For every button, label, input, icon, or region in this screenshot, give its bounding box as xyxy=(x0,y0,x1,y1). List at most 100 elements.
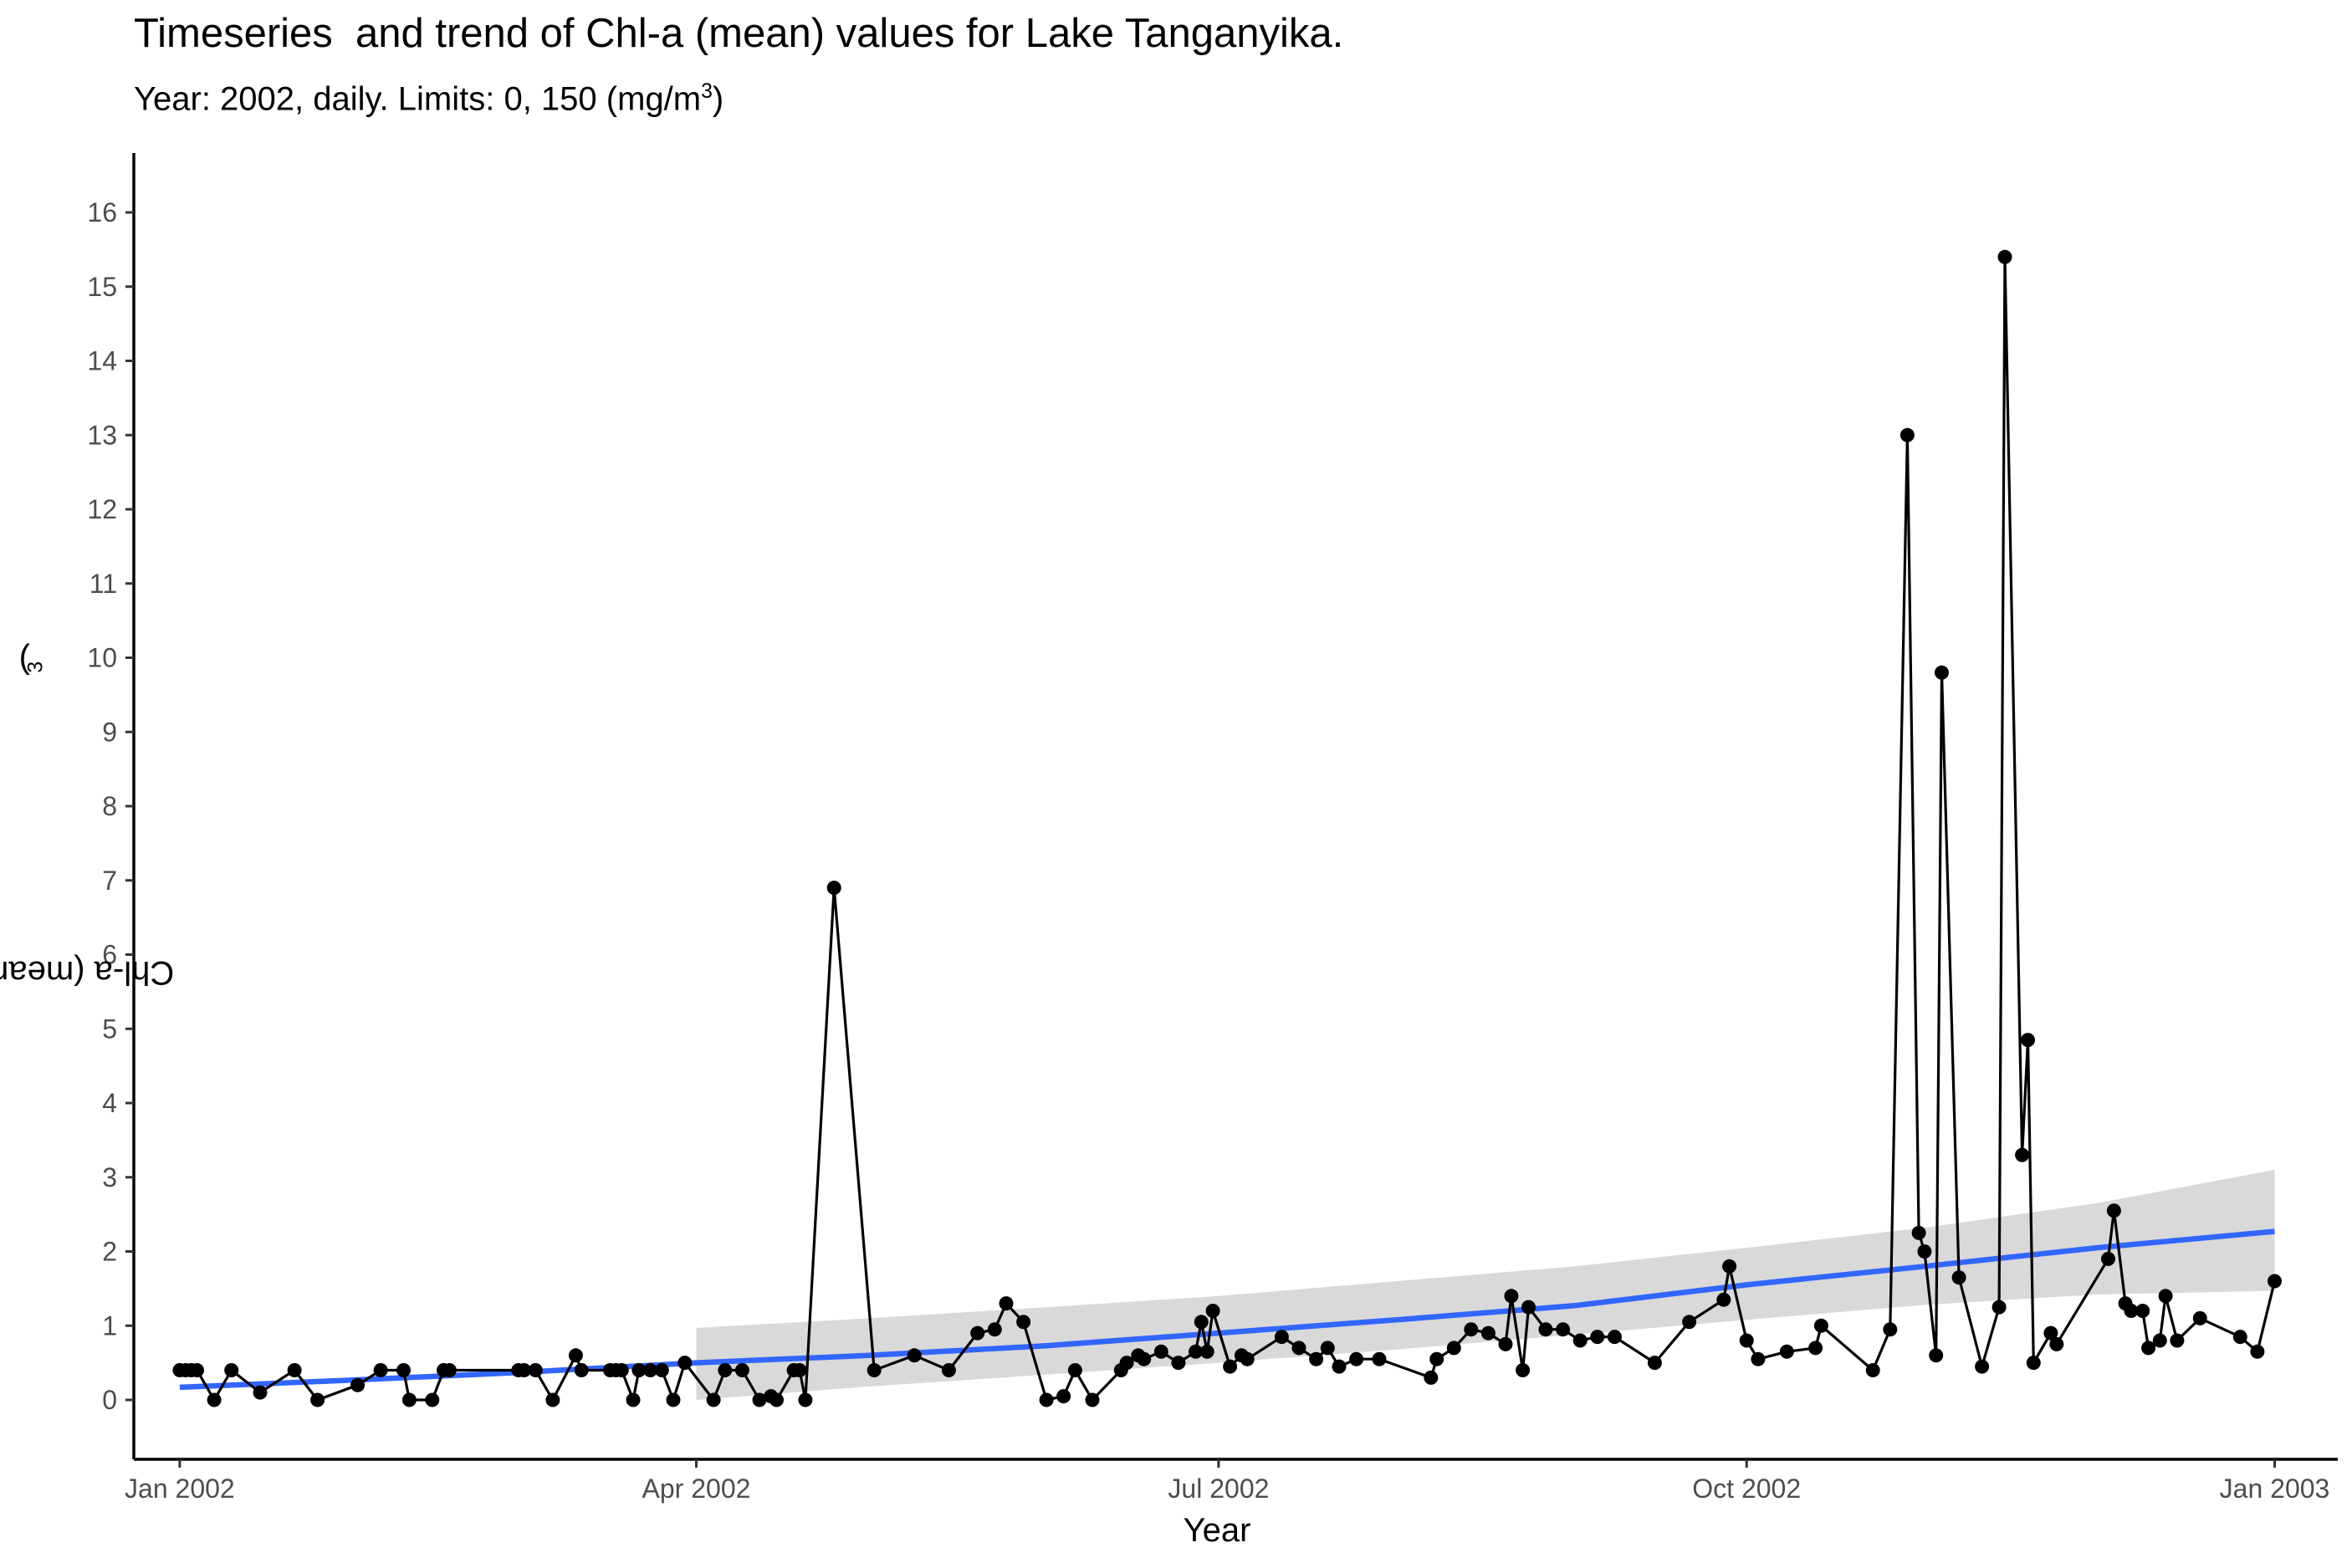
data-point xyxy=(574,1363,589,1377)
data-point xyxy=(1808,1341,1823,1356)
x-tick-label: Oct 2002 xyxy=(1692,1474,1801,1504)
data-point xyxy=(1572,1333,1588,1348)
data-point xyxy=(1137,1351,1152,1366)
x-tick-label: Jul 2002 xyxy=(1168,1474,1269,1504)
data-point xyxy=(654,1363,669,1377)
data-point xyxy=(1779,1344,1794,1359)
y-tick-label: 6 xyxy=(102,940,117,970)
data-point xyxy=(1446,1341,1461,1356)
subtitle-text: Year: 2002, daily. Limits: 0, 150 (mg/m xyxy=(134,80,702,118)
data-point xyxy=(1516,1363,1531,1377)
data-point xyxy=(2106,1203,2121,1218)
data-point xyxy=(1291,1341,1306,1356)
data-point xyxy=(941,1363,956,1377)
data-point xyxy=(1917,1244,1932,1259)
data-point xyxy=(1911,1225,1926,1240)
data-point xyxy=(1349,1351,1364,1366)
data-point xyxy=(770,1392,784,1407)
data-point xyxy=(987,1322,1002,1337)
series-line xyxy=(179,255,2277,1402)
subtitle-unit-exponent: 3 xyxy=(701,80,713,103)
data-point xyxy=(1538,1322,1553,1337)
x-tick-label: Jan 2003 xyxy=(2220,1474,2330,1504)
data-point xyxy=(1332,1359,1347,1374)
y-tick-label: 3 xyxy=(102,1162,117,1193)
data-point xyxy=(752,1392,767,1407)
data-point xyxy=(1205,1304,1220,1318)
data-point xyxy=(1194,1315,1209,1330)
data-point xyxy=(718,1363,733,1377)
y-tick-label: 1 xyxy=(102,1310,117,1341)
data-point xyxy=(666,1392,681,1407)
data-point xyxy=(1320,1341,1335,1356)
y-tick-label: 0 xyxy=(102,1385,117,1415)
data-point xyxy=(1480,1325,1496,1341)
data-point xyxy=(528,1363,543,1377)
y-tick-label: 16 xyxy=(87,197,117,227)
y-tick-label: 11 xyxy=(89,569,117,599)
data-point xyxy=(401,1392,417,1407)
data-point xyxy=(545,1392,560,1407)
data-point xyxy=(517,1363,532,1377)
data-point xyxy=(1682,1315,1697,1330)
data-point xyxy=(1016,1315,1031,1330)
data-point xyxy=(614,1363,629,1377)
data-point xyxy=(1607,1330,1622,1345)
data-point xyxy=(442,1363,457,1377)
data-point xyxy=(1498,1336,1513,1351)
data-point xyxy=(1813,1318,1828,1333)
data-point xyxy=(1935,665,1949,680)
y-tick-label: 12 xyxy=(87,494,117,524)
data-point xyxy=(1424,1370,1439,1385)
data-point xyxy=(1997,249,2012,264)
data-point xyxy=(1951,1270,1966,1285)
data-point xyxy=(792,1363,807,1377)
data-point xyxy=(2250,1344,2265,1359)
data-point xyxy=(2135,1304,2150,1318)
data-point xyxy=(1189,1344,1203,1359)
data-point xyxy=(373,1363,388,1377)
y-tick-label: 8 xyxy=(102,791,117,821)
series-line-layer xyxy=(179,255,2277,1402)
data-point xyxy=(1056,1389,1071,1404)
data-point xyxy=(1590,1330,1605,1345)
data-point xyxy=(1039,1392,1054,1407)
data-point xyxy=(2170,1333,2185,1348)
data-point xyxy=(310,1392,325,1407)
data-point xyxy=(2192,1310,2207,1325)
data-point xyxy=(568,1348,583,1363)
data-point xyxy=(970,1325,985,1341)
data-point xyxy=(1119,1356,1134,1371)
data-point xyxy=(706,1392,721,1407)
data-point xyxy=(207,1392,222,1407)
data-point xyxy=(643,1363,658,1377)
data-point xyxy=(1223,1359,1238,1374)
y-tick-label: 4 xyxy=(102,1088,117,1118)
data-point xyxy=(1899,427,1915,442)
data-point xyxy=(999,1296,1014,1311)
data-point xyxy=(1865,1363,1880,1377)
data-point-layer xyxy=(172,249,2282,1407)
data-point xyxy=(867,1363,882,1377)
data-point xyxy=(224,1363,239,1377)
data-point xyxy=(2049,1336,2064,1351)
y-tick-label: 2 xyxy=(102,1237,117,1267)
data-point xyxy=(2141,1341,2156,1356)
data-point xyxy=(396,1363,411,1377)
data-point xyxy=(1929,1348,1944,1363)
data-point xyxy=(826,881,841,896)
y-tick-label: 5 xyxy=(102,1014,117,1044)
data-point xyxy=(1975,1359,1990,1374)
data-point xyxy=(253,1385,268,1400)
data-point xyxy=(626,1392,641,1407)
data-point xyxy=(1992,1300,2007,1315)
data-point xyxy=(350,1377,366,1392)
chart-title: Timeseries and trend of Chl-a (mean) val… xyxy=(134,11,1344,56)
data-point xyxy=(2026,1356,2041,1371)
data-point xyxy=(2101,1251,2115,1266)
data-point xyxy=(907,1348,922,1363)
subtitle-close: ) xyxy=(712,80,724,118)
data-point xyxy=(1153,1344,1168,1359)
data-point xyxy=(2158,1289,2173,1304)
